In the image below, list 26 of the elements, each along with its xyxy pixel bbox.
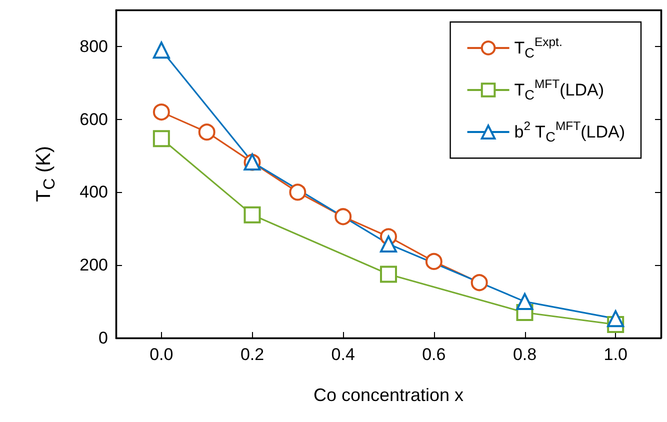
point	[380, 235, 397, 252]
y-tick-label: 200	[80, 256, 108, 275]
point	[152, 42, 170, 59]
y-axis-title: TC (K)	[33, 146, 58, 202]
point	[380, 266, 397, 283]
x-tick-label: 1.0	[604, 345, 628, 364]
point	[152, 130, 170, 148]
x-tick-label: 0.4	[331, 345, 355, 364]
point	[425, 252, 442, 270]
x-tick-label: 0.2	[240, 345, 264, 364]
point	[334, 208, 352, 226]
x-axis-title: Co concentration x	[313, 385, 464, 405]
point	[152, 104, 170, 121]
x-tick-label: 0.8	[512, 345, 537, 364]
point	[607, 310, 624, 328]
x-tick-label: 0.6	[422, 345, 446, 364]
y-tick-label: 0	[98, 328, 108, 348]
y-tick-label: 400	[80, 182, 108, 202]
x-tick-label: 0.0	[150, 345, 174, 364]
point	[516, 293, 534, 310]
y-tick-label: 800	[80, 36, 108, 56]
y-tick-label: 600	[80, 110, 108, 129]
point	[470, 274, 488, 292]
point	[244, 206, 261, 224]
point	[198, 124, 216, 141]
point	[289, 184, 306, 201]
